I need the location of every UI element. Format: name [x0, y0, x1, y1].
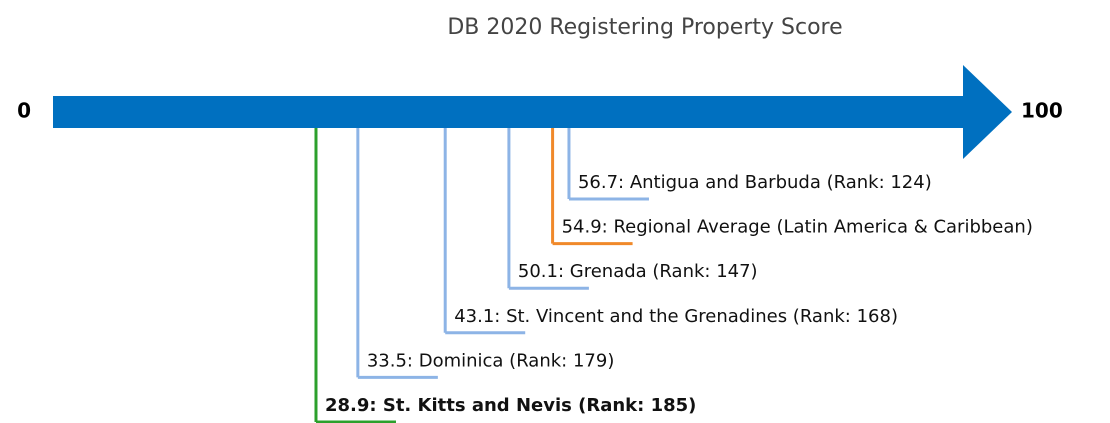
axis-arrow-body	[53, 96, 967, 128]
x-tick-label: 100	[1021, 99, 1063, 123]
marker-label: 56.7: Antigua and Barbuda (Rank: 124)	[578, 172, 932, 193]
marker-label: 54.9: Regional Average (Latin America & …	[562, 217, 1033, 238]
marker-label: 28.9: St. Kitts and Nevis (Rank: 185)	[325, 395, 696, 416]
axis-arrow-head	[963, 65, 1012, 159]
marker-label: 43.1: St. Vincent and the Grenadines (Ra…	[454, 306, 898, 327]
chart-title: DB 2020 Registering Property Score	[447, 15, 842, 40]
marker-label: 33.5: Dominica (Rank: 179)	[367, 350, 614, 371]
x-tick-label: 0	[17, 99, 31, 123]
marker-label: 50.1: Grenada (Rank: 147)	[518, 261, 758, 282]
